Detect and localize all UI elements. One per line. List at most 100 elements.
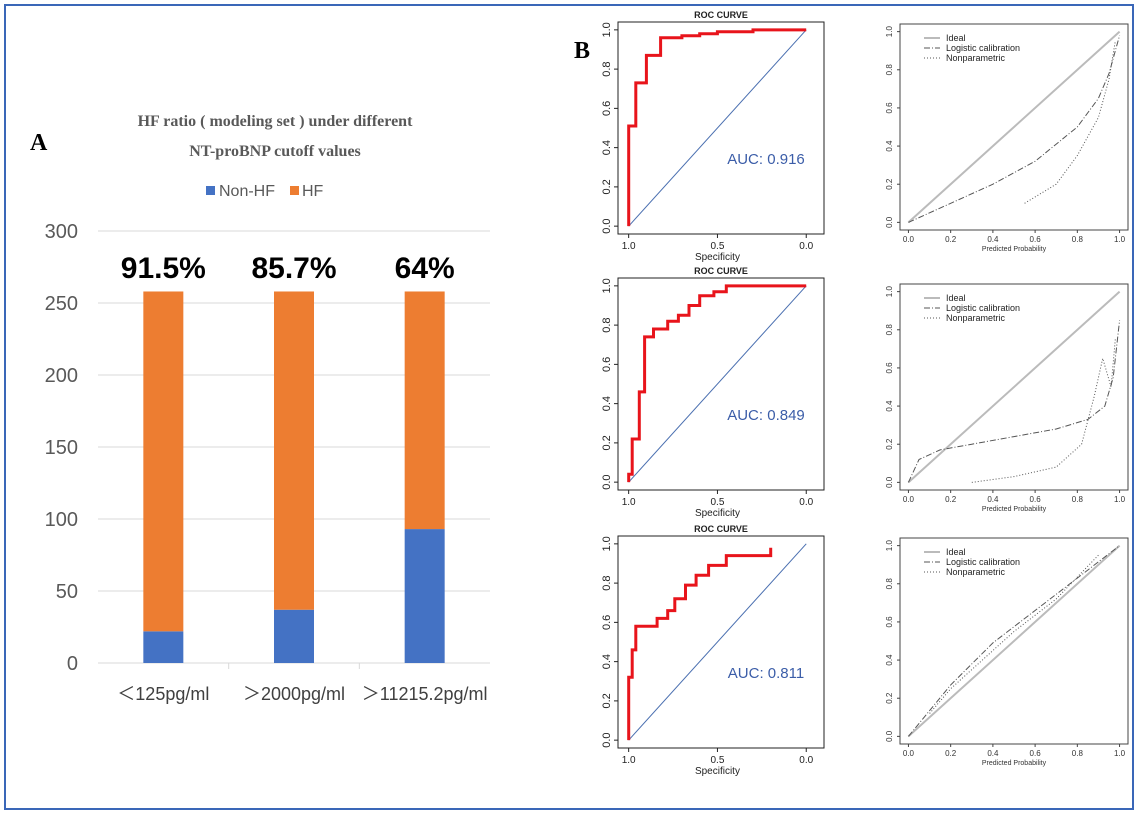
roc-plot-box — [617, 21, 825, 235]
bar-top-percent-label: 91.5% — [121, 252, 206, 285]
bar-hf — [143, 291, 184, 632]
x-tick-label: 1.0 — [1114, 749, 1126, 758]
y-tick-label: 200 — [45, 365, 78, 387]
logistic-calibration-line — [908, 35, 1121, 223]
legend-label-non-hf: Non-HF — [219, 183, 275, 200]
y-tick-label: 0.6 — [885, 102, 894, 114]
bar-hf — [404, 291, 445, 530]
y-tick-label: 0.6 — [601, 357, 613, 372]
x-category-label: ＞2000pg/ml — [243, 684, 345, 704]
y-tick-label: 0.0 — [601, 474, 613, 489]
roc-curve-line — [627, 547, 773, 741]
nonparametric-line — [1024, 41, 1116, 204]
y-tick-label: 0.0 — [885, 730, 894, 742]
x-tick-label: 1.0 — [622, 241, 636, 252]
y-tick-label: 0.8 — [601, 575, 613, 590]
calibration-plot: 0.0 0.2 0.4 0.6 0.8 1.0 0.0 0.2 0.4 0.6 0.8 1.0 Pred… — [885, 537, 1129, 767]
calibration-plot-box — [899, 23, 1129, 231]
x-tick-label: 1.0 — [622, 497, 636, 508]
y-tick-label: 0.6 — [601, 101, 613, 116]
x-tick-label: 0.0 — [903, 235, 915, 244]
x-tick-label: 0.2 — [945, 495, 957, 504]
x-axis-label: Specificity — [695, 508, 740, 519]
roc-plot-box — [617, 277, 825, 491]
x-axis-label: Specificity — [695, 766, 740, 777]
calibration-plot: 0.0 0.2 0.4 0.6 0.8 1.0 0.0 0.2 0.4 0.6 0.8 1.0 Pred… — [885, 283, 1129, 513]
reference-diagonal — [628, 543, 807, 741]
x-tick-label: 0.4 — [987, 235, 999, 244]
y-tick-label: 0.0 — [885, 216, 894, 228]
x-tick-label: 0.2 — [945, 235, 957, 244]
auc-annotation: AUC: 0.849 — [727, 407, 805, 424]
logistic-calibration-line — [907, 320, 1121, 483]
ideal-line — [907, 30, 1121, 224]
y-tick-label: 1.0 — [885, 26, 894, 38]
stacked-bar-chart: HF ratio ( modeling set ) under differen… — [45, 113, 490, 704]
roc-curve-plot: ROC CURVE 0.0 0.2 0.4 0.6 0.8 1.0 1.0 0.5 0.0 Spec… — [601, 10, 825, 263]
auc-annotation: AUC: 0.811 — [728, 665, 804, 682]
y-tick-label: 0.2 — [885, 692, 894, 704]
roc-curve-line — [627, 28, 807, 227]
bar-non-hf — [143, 631, 184, 663]
auc-annotation: AUC: 0.916 — [727, 151, 805, 168]
bar-non-hf — [404, 529, 445, 663]
roc-plot-box — [617, 535, 825, 749]
calibration-plot-box — [899, 537, 1129, 745]
x-tick-label: 0.5 — [710, 755, 724, 766]
x-tick-label: 0.6 — [1030, 749, 1042, 758]
y-tick-label: 0.2 — [885, 178, 894, 190]
bar-top-percent-label: 85.7% — [251, 252, 336, 285]
panel-a-label: A — [30, 130, 48, 156]
legend-label: Logistic calibration — [946, 43, 1020, 53]
y-tick-label: 0.4 — [601, 140, 613, 155]
x-tick-label: 0.0 — [799, 241, 813, 252]
legend-label: Ideal — [946, 33, 966, 43]
x-axis-label: Specificity — [695, 252, 740, 263]
x-tick-label: 0.8 — [1072, 495, 1084, 504]
y-tick-label: 300 — [45, 221, 78, 243]
y-tick-label: 0.0 — [601, 732, 613, 747]
y-tick-label: 1.0 — [601, 536, 613, 551]
y-tick-label: 1.0 — [885, 286, 894, 298]
x-tick-label: 0.8 — [1072, 749, 1084, 758]
legend-label: Nonparametric — [946, 567, 1006, 577]
x-tick-label: 0.6 — [1030, 495, 1042, 504]
roc-title: ROC CURVE — [694, 266, 748, 276]
y-tick-label: 0.8 — [885, 578, 894, 590]
y-tick-label: 0.8 — [601, 317, 613, 332]
x-tick-label: 0.0 — [903, 749, 915, 758]
logistic-calibration-line — [908, 545, 1120, 737]
x-tick-label: 1.0 — [1114, 235, 1126, 244]
y-tick-label: 150 — [45, 437, 78, 459]
roc-curve-line — [627, 284, 807, 483]
y-tick-label: 100 — [45, 509, 78, 531]
y-tick-label: 250 — [45, 293, 78, 315]
y-tick-label: 0.8 — [601, 61, 613, 76]
y-tick-label: 0.4 — [885, 654, 894, 666]
y-tick-label: 0.4 — [601, 654, 613, 669]
calibration-plot-box — [899, 283, 1129, 491]
x-category-label: ＞11215.2pg/ml — [362, 684, 488, 704]
y-tick-label: 0.2 — [885, 438, 894, 450]
y-tick-label: 0 — [67, 653, 78, 675]
x-tick-label: 0.0 — [903, 495, 915, 504]
y-tick-label: 0.2 — [601, 435, 613, 450]
y-tick-label: 0.8 — [885, 64, 894, 76]
x-axis-label: Predicted Probability — [982, 506, 1047, 513]
y-tick-label: 0.6 — [601, 615, 613, 630]
nonparametric-line — [929, 554, 1099, 714]
figure-frame — [4, 4, 1134, 810]
panel-b-label: B — [574, 38, 591, 64]
x-tick-label: 1.0 — [1114, 495, 1126, 504]
x-tick-label: 0.0 — [799, 497, 813, 508]
x-category-label: ＜125pg/ml — [117, 684, 209, 704]
roc-title: ROC CURVE — [694, 10, 748, 20]
reference-diagonal — [628, 29, 807, 227]
y-tick-label: 0.0 — [885, 476, 894, 488]
x-tick-label: 0.4 — [987, 495, 999, 504]
legend-label: Ideal — [946, 293, 966, 303]
legend-label-hf: HF — [302, 183, 324, 200]
bar-non-hf — [274, 609, 314, 663]
legend-label: Logistic calibration — [946, 557, 1020, 567]
x-tick-label: 0.2 — [945, 749, 957, 758]
